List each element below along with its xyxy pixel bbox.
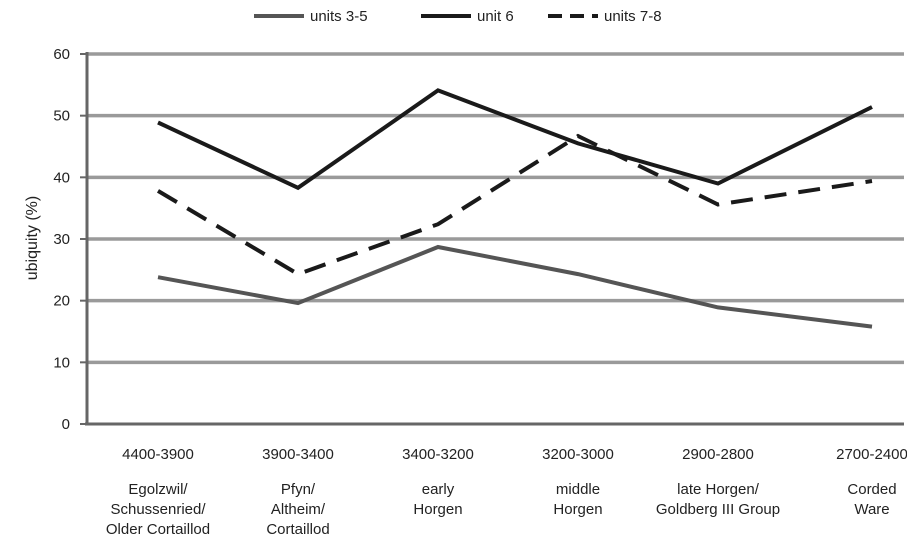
y-tick-labels: 0 10 20 30 40 50 60 [53, 46, 70, 433]
legend-label-2: unit 6 [477, 8, 514, 25]
gridlines [87, 52, 904, 365]
x-tick-label-period: 3200-3000 [542, 446, 614, 463]
x-tick-label-period: 4400-3900 [122, 446, 194, 463]
x-tick-label-period: 2900-2800 [682, 446, 754, 463]
x-category-labels: 4400-3900 Egolzwil/Schussenried/Older Cor… [106, 446, 907, 538]
x-tick-label-period: 2700-2400 [836, 446, 907, 463]
series-lines [156, 88, 873, 329]
x-tick-label-culture: Pfyn/ [281, 481, 316, 498]
series-line-3 [156, 133, 873, 277]
x-tick-label-culture: Corded [847, 481, 896, 498]
x-tick-label-culture: late Horgen/ [677, 481, 760, 498]
y-tick-label-0: 0 [62, 416, 70, 433]
x-tick-label-culture: middle [556, 481, 600, 498]
x-tick-label-culture: Horgen [413, 501, 462, 518]
y-axis-title: ubiquity (%) [24, 196, 41, 280]
x-tick-label-culture: Horgen [553, 501, 602, 518]
x-tick-label-culture: early [422, 481, 455, 498]
x-tick-label-culture: Ware [854, 501, 889, 518]
y-tick-label-10: 10 [53, 354, 70, 371]
x-tick-label-culture: Cortaillod [266, 521, 329, 538]
y-tick-label-40: 40 [53, 169, 70, 186]
y-tick-label-50: 50 [53, 108, 70, 125]
x-tick-label-culture: Schussenried/ [110, 501, 206, 518]
y-tick-label-30: 30 [53, 231, 70, 248]
legend-label-1: units 3-5 [310, 8, 368, 25]
axes [80, 52, 904, 426]
x-tick-label-culture: Older Cortaillod [106, 521, 210, 538]
x-tick-label-culture: Egolzwil/ [128, 481, 188, 498]
series-line-2 [157, 88, 873, 191]
y-tick-label-60: 60 [53, 46, 70, 63]
x-tick-label-culture: Altheim/ [271, 501, 326, 518]
legend: units 3-5 unit 6 units 7-8 [254, 8, 662, 25]
legend-label-3: units 7-8 [604, 8, 662, 25]
y-tick-label-20: 20 [53, 293, 70, 310]
x-tick-label-period: 3400-3200 [402, 446, 474, 463]
series-line-1 [157, 244, 873, 329]
x-tick-label-period: 3900-3400 [262, 446, 334, 463]
x-tick-label-culture: Goldberg III Group [656, 501, 780, 518]
